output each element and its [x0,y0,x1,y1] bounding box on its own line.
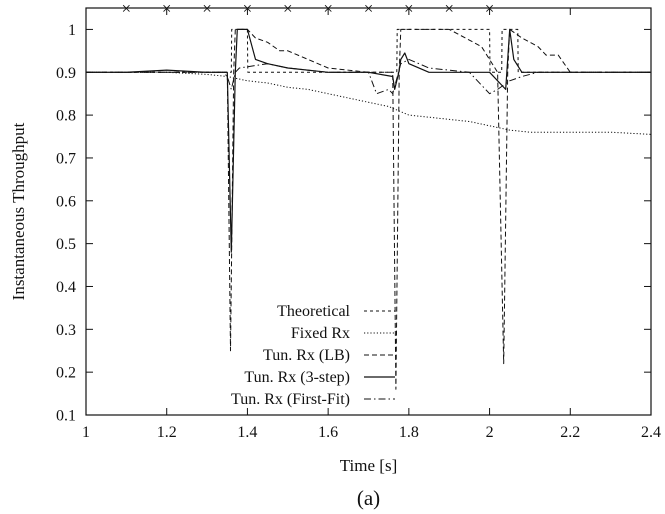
series-line-2 [86,28,651,390]
x-tick-label: 2.4 [641,424,661,441]
legend-label: Tun. Rx (3-step) [244,369,350,386]
event-marker: × [202,0,212,18]
legend-label: Tun. Rx (LB) [263,347,350,364]
x-tick-label: 2 [486,424,494,441]
y-tick-label: 0.1 [56,408,76,425]
y-tick-label: 1 [68,22,76,39]
series-line-1 [86,71,651,135]
y-tick-label: 0.8 [56,108,76,125]
event-marker: × [364,0,374,18]
x-tick-label: 1 [82,424,90,441]
x-axis-label: Time [s] [340,456,397,475]
y-tick-label: 0.4 [56,279,76,296]
y-tick-label: 0.9 [56,65,76,82]
y-tick-label: 0.7 [56,150,76,167]
y-axis-label: Instantaneous Throughput [9,122,28,300]
x-tick-label: 1.2 [157,424,177,441]
event-marker: × [444,0,454,18]
x-tick-label: 1.4 [237,424,257,441]
x-tick-label: 1.6 [318,424,338,441]
event-marker: × [283,0,293,18]
x-tick-label: 1.8 [399,424,419,441]
series-layer [86,28,651,390]
y-tick-label: 0.3 [56,322,76,339]
x-tick-label: 2.2 [560,424,580,441]
axis-ticks: 1 1.2 1.4 1.6 1.8 2 2.2 2.4 0.1 0.2 0.3 0.4 0.5 0.6 0.… [56,8,661,441]
y-tick-label: 0.5 [56,236,76,253]
series-line-0 [86,28,651,73]
legend-label: Tun. Rx (First-Fit) [231,391,350,408]
event-markers: × × × × × × × × × × [122,0,495,18]
event-marker: × [122,0,132,18]
y-tick-label: 0.6 [56,193,76,210]
legend: Theoretical Fixed Rx Tun. Rx (LB) Tun. Rx (… [231,303,395,408]
legend-label: Fixed Rx [291,325,350,342]
plot-frame [85,7,652,416]
legend-label: Theoretical [277,303,350,320]
series-line-4 [86,58,651,95]
y-tick-label: 0.2 [56,365,76,382]
series-line-3 [86,28,651,253]
figure-caption: (a) [357,486,380,510]
